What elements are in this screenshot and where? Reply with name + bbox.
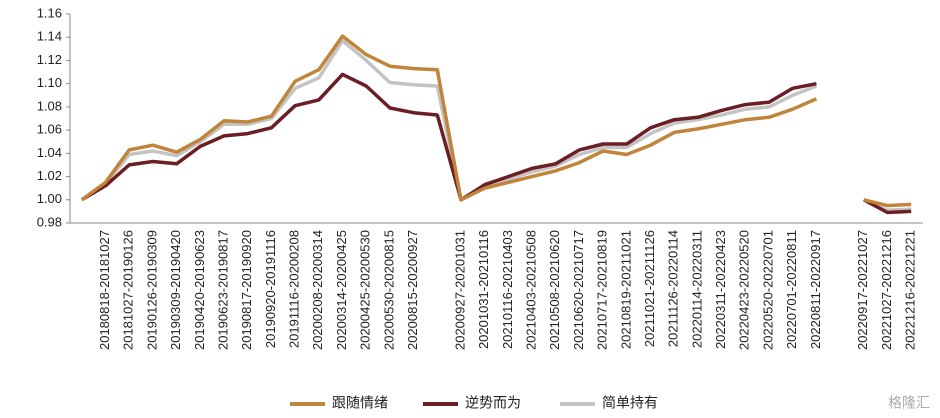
x-tick-label: 20191116-20200208 bbox=[287, 230, 302, 348]
x-tick-label: 20211126-20220114 bbox=[666, 230, 681, 347]
legend-label: 跟随情绪 bbox=[332, 395, 388, 411]
x-tick-label: 20220520-20220701 bbox=[760, 230, 775, 350]
watermark: 格隆汇 bbox=[888, 395, 930, 411]
y-tick-label: 1.08 bbox=[37, 98, 62, 113]
x-tick-label: 20210819-20211021 bbox=[618, 230, 633, 349]
x-tick-label: 20220811-20220917 bbox=[808, 230, 823, 349]
legend-label: 简单持有 bbox=[602, 395, 658, 411]
y-tick-label: 1.00 bbox=[37, 191, 62, 206]
x-tick-label: 20210508-20210620 bbox=[547, 230, 562, 350]
y-tick-label: 1.14 bbox=[37, 29, 62, 44]
x-tick-label: 20200314-20200425 bbox=[334, 230, 349, 350]
x-tick-label: 20221027-20221216 bbox=[879, 230, 894, 350]
x-tick-label: 20221216-20221221 bbox=[903, 230, 918, 350]
x-tick-label: 20210717-20210819 bbox=[595, 230, 610, 350]
x-tick-label: 20211021-20211126 bbox=[642, 230, 657, 347]
x-tick-label: 20220701-20220811 bbox=[784, 230, 799, 349]
x-tick-label: 20220311-20220423 bbox=[713, 230, 728, 349]
x-tick-label: 20200815-20200927 bbox=[405, 230, 420, 350]
x-tick-label: 20181027-20190126 bbox=[121, 230, 136, 350]
series-line bbox=[862, 198, 912, 215]
x-tick-label: 20210403-20210508 bbox=[523, 230, 538, 350]
x-tick-label: 20210620-20210717 bbox=[571, 230, 586, 350]
y-tick-label: 1.10 bbox=[37, 75, 62, 90]
series-line bbox=[863, 198, 912, 208]
x-tick-label: 20190817-20190920 bbox=[239, 230, 254, 350]
x-tick-label: 20190126-20190309 bbox=[144, 230, 159, 350]
x-tick-label: 20210116-20210403 bbox=[500, 230, 515, 349]
y-tick-label: 1.06 bbox=[37, 122, 62, 137]
x-tick-label: 20201031-20210116 bbox=[476, 230, 491, 349]
series-line bbox=[80, 38, 818, 202]
x-tick-label: 20190623-20190817 bbox=[215, 230, 230, 350]
y-tick-label: 0.98 bbox=[37, 214, 62, 229]
x-tick-label: 20220114-20220311 bbox=[689, 230, 704, 348]
y-tick-label: 1.02 bbox=[37, 168, 62, 183]
y-tick-label: 1.12 bbox=[37, 52, 62, 67]
x-tick-label: 20190920-20191116 bbox=[263, 230, 278, 348]
y-tick-label: 1.16 bbox=[37, 5, 62, 20]
x-tick-label: 20200927-20201031 bbox=[452, 230, 467, 350]
x-tick-label: 20200425-20200530 bbox=[358, 230, 373, 350]
x-tick-label: 20180818-20181027 bbox=[97, 230, 112, 350]
legend-label: 逆势而为 bbox=[465, 395, 521, 411]
y-tick-label: 1.04 bbox=[37, 145, 62, 160]
x-tick-label: 20200530-20200815 bbox=[381, 230, 396, 350]
x-tick-label: 20190309-20190420 bbox=[168, 230, 183, 350]
x-tick-label: 20220423-20220520 bbox=[737, 230, 752, 350]
x-tick-label: 20220917-20221027 bbox=[855, 230, 870, 350]
x-tick-label: 20200208-20200314 bbox=[310, 230, 325, 350]
series-line bbox=[80, 72, 817, 202]
x-tick-label: 20190420-20190623 bbox=[192, 230, 207, 350]
series-line bbox=[80, 34, 818, 202]
